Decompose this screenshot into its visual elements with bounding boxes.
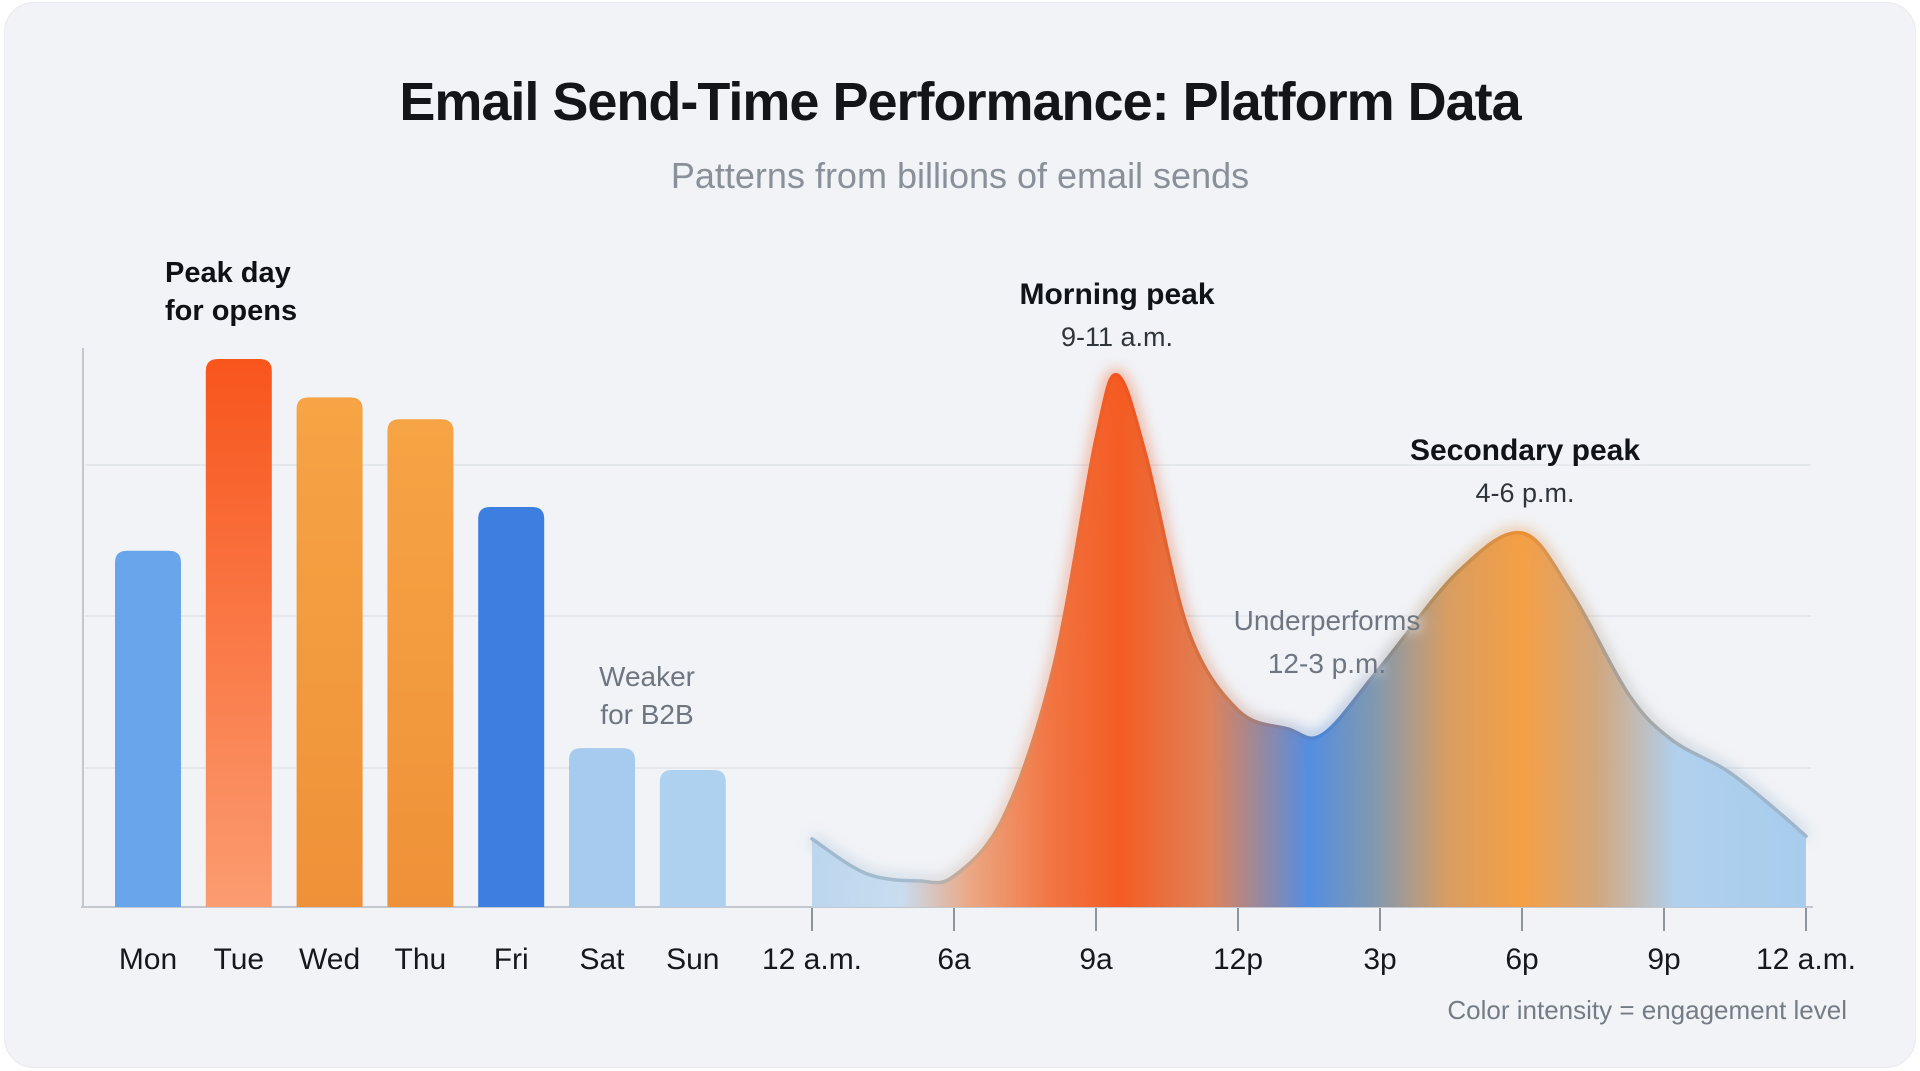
annotation-weaker-b2b: Weaker for B2B	[547, 658, 747, 734]
annotation-weaker-line1: Weaker	[599, 661, 695, 692]
annotation-weaker-line2: for B2B	[600, 698, 694, 730]
annotation-peak-day-line2: for opens	[165, 294, 298, 327]
day-label-thu: Thu	[395, 943, 447, 976]
annotation-peak-day-line1: Peak day	[165, 257, 291, 289]
time-label-2: 9a	[1079, 943, 1113, 976]
time-label-5: 6p	[1505, 943, 1538, 976]
annotation-secondary-peak: Secondary peak 4-6 p.m.	[1375, 431, 1675, 511]
time-label-6: 9p	[1647, 943, 1680, 976]
time-label-0: 12 a.m.	[762, 943, 862, 976]
area-line	[810, 373, 1808, 885]
annotation-morning-subtitle: 9-11 a.m.	[1060, 322, 1174, 352]
day-label-fri: Fri	[494, 943, 529, 976]
annotation-underperforms-line2: 12-3 p.m.	[1267, 648, 1387, 680]
bar-sun	[659, 770, 726, 907]
bar-fri	[478, 506, 545, 907]
bar-sat	[569, 748, 635, 907]
page-title: Email Send-Time Performance: Platform Da…	[399, 72, 1521, 132]
day-label-tue: Tue	[214, 943, 265, 976]
send-time-chart: Mon Tue Wed Thu Fri Sat Sun 12 a.m. 6a 9a 12p 3p 6p 9…	[81, 348, 1856, 976]
annotation-peak-day: Peak day for opens	[165, 255, 297, 330]
annotation-secondary-title: Secondary peak	[1409, 434, 1641, 467]
day-label-sun: Sun	[666, 943, 719, 976]
time-label-3: 12p	[1213, 943, 1263, 976]
time-label-1: 6a	[937, 943, 971, 976]
area-fill	[812, 374, 1806, 907]
day-label-sat: Sat	[579, 943, 625, 976]
annotation-underperforms-line1: Underperforms	[1233, 605, 1421, 636]
infographic-card: Email Send-Time Performance: Platform Da…	[4, 2, 1916, 1068]
bar-thu	[387, 419, 454, 907]
annotation-morning-title: Morning peak	[1019, 278, 1215, 311]
annotation-secondary-subtitle: 4-6 p.m.	[1475, 478, 1575, 508]
annotation-morning-peak: Morning peak 9-11 a.m.	[967, 275, 1267, 355]
time-label-7: 12 a.m.	[1756, 943, 1856, 976]
bar-tue	[205, 359, 272, 907]
bar-mon	[115, 550, 181, 907]
day-label-wed: Wed	[299, 943, 360, 976]
day-label-mon: Mon	[119, 943, 177, 976]
annotation-underperforms: Underperforms 12-3 p.m.	[1177, 599, 1477, 686]
color-legend-caption: Color intensity = engagement level	[1447, 995, 1847, 1025]
bar-wed	[296, 397, 363, 907]
page-subtitle: Patterns from billions of email sends	[670, 155, 1250, 196]
time-label-4: 3p	[1363, 943, 1396, 976]
